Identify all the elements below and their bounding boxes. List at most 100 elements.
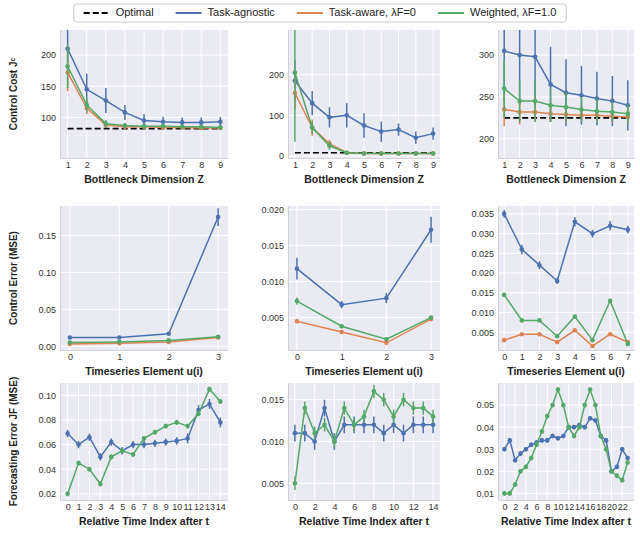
marker <box>207 387 212 392</box>
tick-label: 5 <box>120 502 125 512</box>
y-axis: 100150200 <box>41 31 61 159</box>
grid <box>60 383 228 500</box>
tick-label: 8 <box>414 160 419 170</box>
axis-line <box>289 350 441 351</box>
marker <box>429 315 434 320</box>
marker <box>372 422 377 427</box>
marker <box>142 442 147 447</box>
tick-label: 4 <box>345 160 350 170</box>
marker <box>180 124 185 129</box>
tick: 200 <box>269 70 288 80</box>
marker <box>153 430 158 435</box>
marker <box>322 406 327 411</box>
marker <box>344 150 349 155</box>
grid-line-x <box>329 30 330 158</box>
marker <box>590 338 595 343</box>
tick: 8 <box>153 500 158 512</box>
tick: 0.005 <box>261 479 288 489</box>
tick: 7 <box>595 158 600 170</box>
tick-label: 22 <box>618 502 628 512</box>
tick: 300 <box>479 50 498 60</box>
marker <box>566 425 571 430</box>
plot-background <box>60 30 228 158</box>
tick: 8 <box>414 158 419 170</box>
tick: 7 <box>626 350 631 362</box>
marker <box>518 451 523 456</box>
data-layer <box>502 30 630 130</box>
series-line <box>295 81 433 138</box>
tick: 13 <box>205 500 215 512</box>
grid <box>288 30 440 158</box>
series-line <box>295 73 433 154</box>
grid-line-y <box>60 395 228 396</box>
marker <box>396 127 401 132</box>
y-axis: 0.0050.0100.015 <box>261 384 288 501</box>
tick: 0.010 <box>261 437 288 447</box>
series-line <box>68 389 221 494</box>
tick: 0.05 <box>38 305 60 315</box>
marker <box>502 292 507 297</box>
tick: 0.015 <box>471 288 498 298</box>
marker <box>517 99 522 104</box>
marker <box>218 399 223 404</box>
tick-label: 3 <box>104 160 109 170</box>
grid-line-y <box>288 399 440 400</box>
tick-label: 10 <box>389 502 399 512</box>
series-line <box>295 93 433 154</box>
legend-swatch <box>438 12 464 14</box>
grid-line-x <box>433 30 434 158</box>
marker <box>352 422 357 427</box>
tick-label: 7 <box>142 502 147 512</box>
marker <box>625 460 630 465</box>
legend-label: Task-agnostic <box>208 6 276 18</box>
tick-label: 0.030 <box>471 229 494 239</box>
legend-entry: Task-aware, λF=0 <box>297 6 416 18</box>
marker <box>109 455 114 460</box>
tick-label: 6 <box>161 160 166 170</box>
marker <box>564 105 569 110</box>
grid-line-y <box>288 281 440 282</box>
plot-background <box>60 383 228 500</box>
tick: 1 <box>502 158 507 170</box>
marker <box>391 414 396 419</box>
tick: 200 <box>41 50 60 60</box>
marker <box>153 441 158 446</box>
marker <box>533 99 538 104</box>
marker <box>216 335 221 340</box>
tick: 0 <box>502 500 507 512</box>
tick-label: 0.10 <box>38 268 56 278</box>
marker <box>608 223 613 228</box>
marker <box>414 135 419 140</box>
marker <box>312 439 317 444</box>
tick: 0.10 <box>38 268 60 278</box>
tick: 3 <box>555 350 560 362</box>
series <box>68 335 221 346</box>
tick: 4 <box>109 500 114 512</box>
marker <box>98 455 103 460</box>
marker <box>293 481 298 486</box>
marker <box>166 331 171 336</box>
x-axis-title: Bottleneck Dimension Z <box>304 173 424 185</box>
grid-line-x <box>557 383 558 500</box>
tick: 4 <box>332 500 337 512</box>
grid-line-y <box>60 493 228 494</box>
x-axis: 0123 <box>61 350 229 362</box>
marker <box>588 387 593 392</box>
plot-background <box>60 206 228 350</box>
marker <box>379 151 384 156</box>
grid-line-x <box>187 383 188 500</box>
tick-label: 12 <box>194 502 204 512</box>
grid-line-x <box>182 30 183 158</box>
marker <box>411 422 416 427</box>
tick: 0.020 <box>471 268 498 278</box>
tick: 0.01 <box>476 489 498 499</box>
tick-label: 0.04 <box>38 465 56 475</box>
marker <box>339 302 344 307</box>
marker <box>429 227 434 232</box>
y-axis: 0.0050.0100.0150.0200.0250.0300.035 <box>471 207 498 351</box>
marker <box>513 482 518 487</box>
tick: 4 <box>524 500 529 512</box>
marker <box>295 319 300 324</box>
series <box>295 297 434 341</box>
tick-label: 12 <box>564 502 574 512</box>
